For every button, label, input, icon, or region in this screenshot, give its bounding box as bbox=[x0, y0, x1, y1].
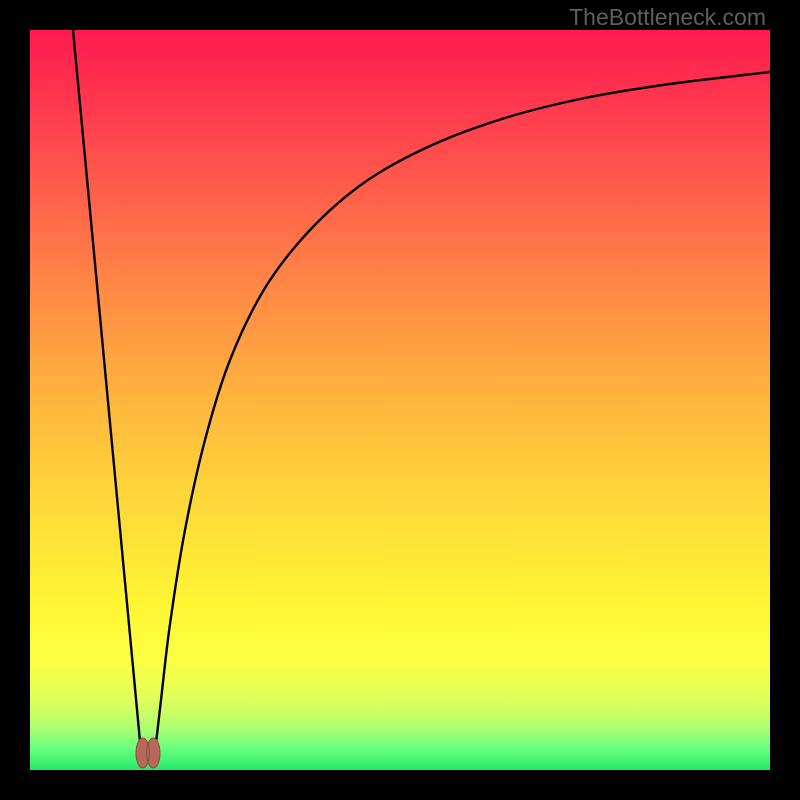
curve-layer bbox=[30, 30, 770, 770]
optimal-marker-shape bbox=[136, 738, 160, 768]
optimal-marker bbox=[136, 738, 160, 768]
figure-root: TheBottleneck.com bbox=[0, 0, 800, 800]
curve-right-branch bbox=[155, 72, 770, 752]
curve-left-branch bbox=[73, 30, 141, 752]
watermark-text: TheBottleneck.com bbox=[569, 4, 766, 31]
plot-area bbox=[30, 30, 770, 770]
